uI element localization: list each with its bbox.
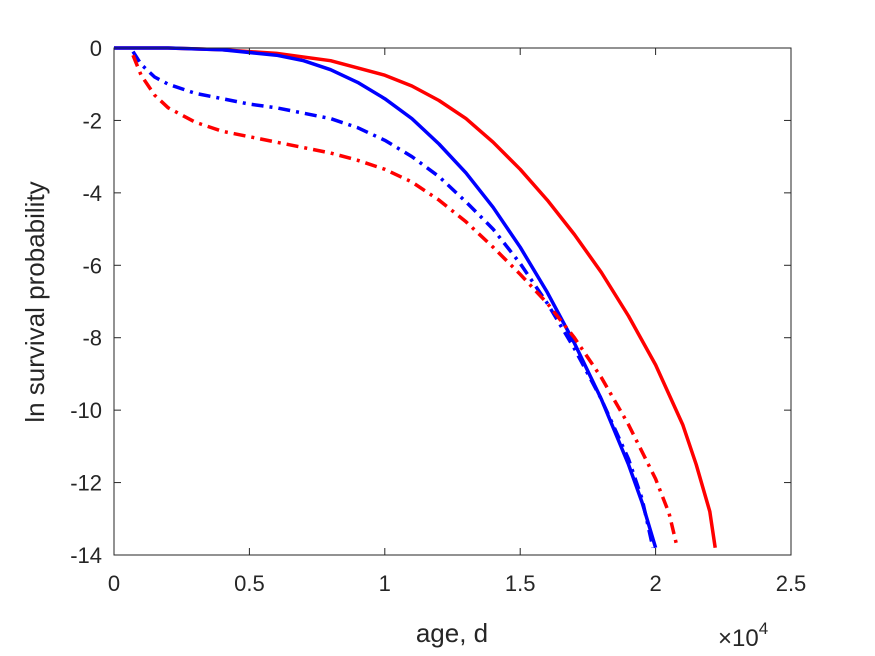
series-line-3 [131, 54, 680, 549]
x-tick-label: 1.5 [505, 571, 536, 596]
x-tick-label: 2.5 [776, 571, 807, 596]
x-axis-label: age, d [416, 618, 488, 648]
series-line-2 [131, 50, 655, 549]
y-tick-label: -4 [82, 181, 102, 206]
x-tick-label: 0 [108, 571, 120, 596]
x-tick-label: 1 [379, 571, 391, 596]
x-exponent-label: ×104 [718, 619, 768, 652]
y-tick-label: -14 [70, 543, 102, 568]
y-tick-label: -12 [70, 471, 102, 496]
x-tick-label: 0.5 [234, 571, 265, 596]
y-tick-label: -2 [82, 108, 102, 133]
x-exponent-power: 4 [759, 619, 768, 638]
x-axis-ticks: 0 0.5 1 1.5 2 2.5 [108, 48, 806, 596]
series-line-1 [114, 46, 658, 549]
y-tick-label: -6 [82, 253, 102, 278]
y-tick-label: -8 [82, 326, 102, 351]
x-tick-label: 2 [649, 571, 661, 596]
series-lines [114, 46, 717, 549]
plot-frame [113, 47, 792, 556]
series-line-0 [114, 46, 717, 549]
plot-area [114, 48, 791, 555]
y-tick-label: 0 [90, 36, 102, 61]
y-tick-label: -10 [70, 398, 102, 423]
x-exponent-base: ×10 [718, 625, 759, 652]
y-axis-label: ln survival probability [20, 181, 50, 422]
y-axis-ticks: 0 -2 -4 -6 -8 -10 -12 -14 [70, 36, 791, 568]
